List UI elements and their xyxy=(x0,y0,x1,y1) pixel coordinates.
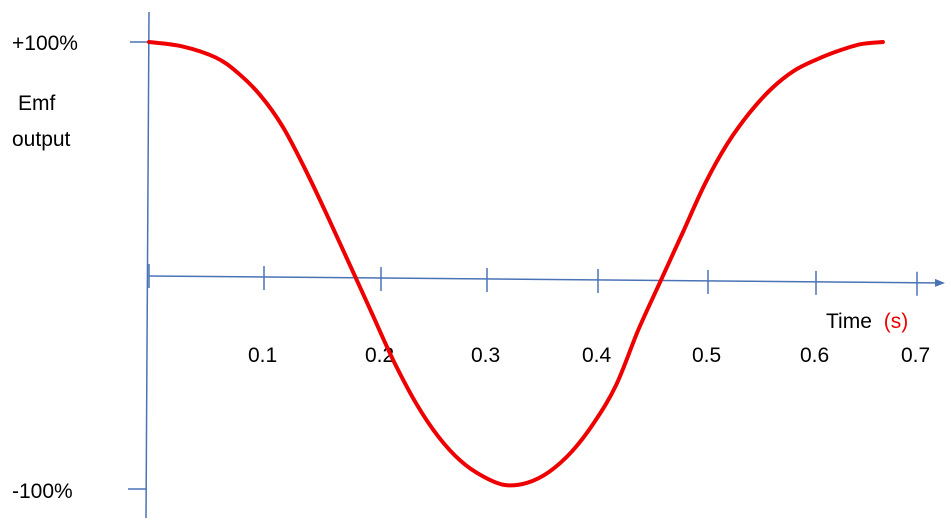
x-axis-line xyxy=(148,275,945,287)
x-tick-label: 0.6 xyxy=(800,344,829,367)
y-tick-label-top: +100% xyxy=(12,32,78,55)
y-axis-label: Emf output xyxy=(12,92,71,151)
y-axis-label-line-1: Emf xyxy=(18,92,56,115)
x-axis-label: Time (s) xyxy=(826,310,908,333)
y-axis-line xyxy=(145,11,150,519)
x-ticks xyxy=(148,264,918,296)
x-axis-label-unit: (s) xyxy=(884,310,909,333)
y-axis-label-line-2: output xyxy=(12,128,71,151)
x-tick-label: 0.7 xyxy=(901,344,930,367)
x-tick-label: 0.5 xyxy=(692,344,721,367)
x-tick-label: 0.4 xyxy=(582,344,612,367)
x-tick-labels: 0.1 0.2 0.3 0.4 0.5 0.6 0.7 xyxy=(248,344,930,367)
x-tick-label: 0.3 xyxy=(471,344,500,367)
emf-curve-series-0 xyxy=(147,40,885,488)
x-tick-label: 0.1 xyxy=(248,344,277,367)
x-axis-label-text: Time xyxy=(826,310,872,333)
y-tick-label-bottom: -100% xyxy=(12,480,73,503)
series-layer xyxy=(147,40,885,488)
